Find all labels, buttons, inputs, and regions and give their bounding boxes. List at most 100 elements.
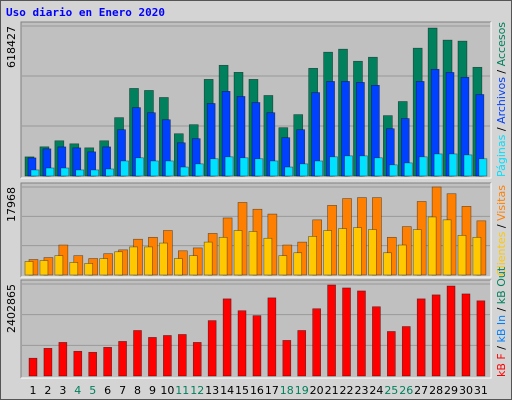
bar [267, 297, 277, 377]
bar [39, 260, 49, 276]
bar [308, 236, 317, 276]
bar [192, 342, 202, 377]
bar [207, 320, 217, 377]
bar [254, 158, 264, 177]
bar [344, 155, 353, 177]
x-tick-label: 17 [265, 384, 279, 397]
bar [90, 169, 100, 177]
bar [84, 263, 94, 276]
bar [299, 163, 309, 177]
bar [209, 158, 219, 177]
bar [368, 229, 377, 276]
frame-dark [20, 279, 491, 378]
bar [24, 261, 34, 276]
bar [224, 156, 234, 177]
bar [103, 347, 112, 377]
bar [150, 160, 159, 177]
x-tick-label: 21 [325, 384, 339, 397]
x-tick-label: 12 [190, 384, 204, 397]
bar [359, 155, 368, 177]
legend: Páginas / Archivos / Accesos [495, 22, 508, 177]
x-tick-label: 10 [160, 384, 174, 397]
bar [252, 315, 262, 377]
bar [54, 255, 64, 276]
bar [463, 154, 473, 177]
x-tick-label: 27 [414, 384, 428, 397]
bar [323, 230, 332, 276]
bar [135, 157, 144, 177]
bar [60, 167, 70, 177]
bar [69, 262, 79, 276]
x-tick-label: 13 [205, 384, 219, 397]
bar [105, 168, 114, 177]
y-tick-label: 618427 [5, 26, 18, 68]
bar [278, 255, 288, 276]
x-tick-label: 16 [250, 384, 264, 397]
x-tick-label: 15 [235, 384, 249, 397]
bar [233, 230, 243, 276]
legend-entry: Páginas [495, 134, 508, 177]
bar [442, 219, 452, 276]
legend-entry: Visitas [495, 185, 508, 221]
bar [431, 294, 441, 377]
bar [218, 236, 228, 276]
bar [338, 228, 347, 276]
bar [329, 156, 338, 177]
legend: kB F / kB In / kB Out [495, 266, 508, 377]
x-tick-label: 31 [474, 384, 488, 397]
legend-label: kB In [495, 315, 508, 343]
bar [282, 340, 292, 377]
bar [312, 308, 321, 377]
bar [397, 244, 407, 276]
bar [30, 169, 40, 177]
bar [297, 330, 307, 377]
bar [383, 252, 392, 276]
bar [45, 167, 55, 177]
frame-light [21, 280, 492, 379]
bar [372, 306, 381, 377]
bar [342, 287, 351, 377]
bar [174, 258, 183, 276]
bar [418, 156, 428, 177]
bar [114, 251, 123, 276]
bar [222, 298, 232, 377]
x-tick-label: 18 [280, 384, 294, 397]
bar [239, 157, 249, 177]
x-tick-label: 4 [74, 384, 81, 397]
bar [28, 357, 38, 377]
bar [194, 163, 204, 177]
bar [478, 158, 488, 177]
bar [120, 160, 129, 177]
legend-entry: Accesos [495, 22, 508, 67]
bar [461, 293, 471, 377]
x-tick-label: 11 [175, 384, 189, 397]
x-tick-label: 26 [399, 384, 413, 397]
bar [446, 285, 456, 377]
bar [178, 334, 187, 377]
bar [129, 246, 138, 276]
bar [412, 229, 422, 276]
frame-dark [20, 182, 491, 277]
x-tick-label: 29 [444, 384, 458, 397]
legend-separator: / [495, 66, 508, 77]
bar [99, 258, 108, 276]
legend-entry: Archivos [495, 77, 508, 124]
bar [88, 351, 98, 377]
bar [403, 162, 413, 177]
bar [269, 160, 279, 177]
bar [427, 216, 437, 276]
bar [448, 153, 458, 177]
x-tick-label: 7 [119, 384, 126, 397]
x-tick-label: 22 [340, 384, 354, 397]
y-tick-label: 2402865 [5, 284, 18, 333]
bar [357, 290, 366, 377]
bar [237, 310, 247, 377]
frame-light [21, 22, 492, 179]
bar [314, 160, 323, 177]
x-tick-label: 24 [369, 384, 383, 397]
x-tick-label: 23 [354, 384, 368, 397]
legend-entry: kB F [495, 353, 508, 377]
bar [263, 237, 273, 276]
bar [374, 157, 383, 177]
